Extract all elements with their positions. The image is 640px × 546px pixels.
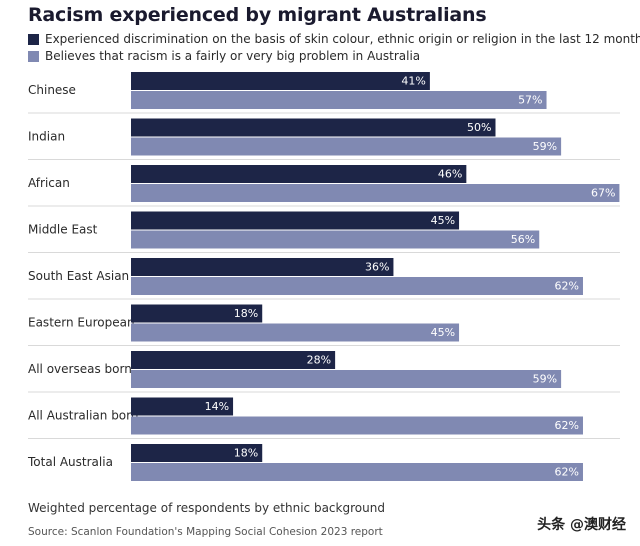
data-label-racism-problem-south-east-asian: 62% xyxy=(555,280,579,293)
data-label-racism-problem-all-overseas-born: 59% xyxy=(533,373,557,386)
bar-discrimination-african xyxy=(131,165,467,183)
category-label-all-overseas-born: All overseas born xyxy=(28,362,132,376)
bar-racism-problem-chinese xyxy=(131,91,547,109)
data-label-discrimination-indian: 50% xyxy=(467,121,491,134)
category-label-all-australian-born: All Australian born xyxy=(28,409,138,423)
data-label-racism-problem-all-australian-born: 62% xyxy=(555,419,579,432)
category-label-total-australia: Total Australia xyxy=(27,455,113,469)
legend-item-racism-problem: Believes that racism is a fairly or very… xyxy=(28,48,640,64)
data-label-discrimination-eastern-european: 18% xyxy=(234,307,258,320)
legend-item-discrimination: Experienced discrimination on the basis … xyxy=(28,31,640,47)
data-label-discrimination-south-east-asian: 36% xyxy=(365,261,389,274)
bar-discrimination-south-east-asian xyxy=(131,258,394,276)
watermark: 头条 @澳财经 xyxy=(537,517,626,533)
legend-label-discrimination: Experienced discrimination on the basis … xyxy=(45,32,640,46)
data-label-discrimination-all-australian-born: 14% xyxy=(205,400,229,413)
legend-swatch-racism-problem xyxy=(28,50,39,62)
legend-swatch-discrimination xyxy=(28,33,39,45)
bar-racism-problem-eastern-european xyxy=(131,323,460,342)
bar-discrimination-all-australian-born xyxy=(131,397,234,416)
category-label-african: African xyxy=(28,176,70,190)
bar-discrimination-total-australia xyxy=(131,444,263,462)
bar-discrimination-middle-east xyxy=(131,211,460,230)
bar-discrimination-all-overseas-born xyxy=(131,351,336,369)
bar-racism-problem-middle-east xyxy=(131,230,540,249)
category-label-middle-east: Middle East xyxy=(28,223,98,237)
chart-source: Source: Scanlon Foundation's Mapping Soc… xyxy=(28,526,383,538)
chart-footnote: Weighted percentage of respondents by et… xyxy=(28,501,385,515)
category-label-indian: Indian xyxy=(28,130,65,144)
bar-racism-problem-total-australia xyxy=(131,463,583,481)
bar-racism-problem-african xyxy=(131,184,620,202)
bar-discrimination-indian xyxy=(131,118,496,137)
bar-racism-problem-south-east-asian xyxy=(131,277,583,295)
bar-racism-problem-indian xyxy=(131,137,562,156)
data-label-racism-problem-middle-east: 56% xyxy=(511,233,535,246)
category-label-eastern-european: Eastern European xyxy=(28,316,135,330)
legend: Experienced discrimination on the basis … xyxy=(28,31,640,65)
data-label-racism-problem-indian: 59% xyxy=(533,140,557,153)
data-label-racism-problem-chinese: 57% xyxy=(518,94,542,107)
bar-discrimination-eastern-european xyxy=(131,304,263,323)
chart-title: Racism experienced by migrant Australian… xyxy=(28,4,487,26)
bar-racism-problem-all-australian-born xyxy=(131,416,583,435)
data-label-discrimination-middle-east: 45% xyxy=(431,214,455,227)
category-label-south-east-asian: South East Asian xyxy=(28,269,129,283)
category-label-chinese: Chinese xyxy=(28,83,76,97)
bar-racism-problem-all-overseas-born xyxy=(131,370,562,388)
data-label-racism-problem-total-australia: 62% xyxy=(555,466,579,479)
data-label-discrimination-chinese: 41% xyxy=(401,75,425,88)
data-label-discrimination-african: 46% xyxy=(438,168,462,181)
bar-discrimination-chinese xyxy=(131,72,430,90)
data-label-racism-problem-eastern-european: 45% xyxy=(431,326,455,339)
data-label-discrimination-total-australia: 18% xyxy=(234,447,258,460)
data-label-discrimination-all-overseas-born: 28% xyxy=(307,354,331,367)
legend-label-racism-problem: Believes that racism is a fairly or very… xyxy=(45,49,421,63)
data-label-racism-problem-african: 67% xyxy=(591,187,615,200)
